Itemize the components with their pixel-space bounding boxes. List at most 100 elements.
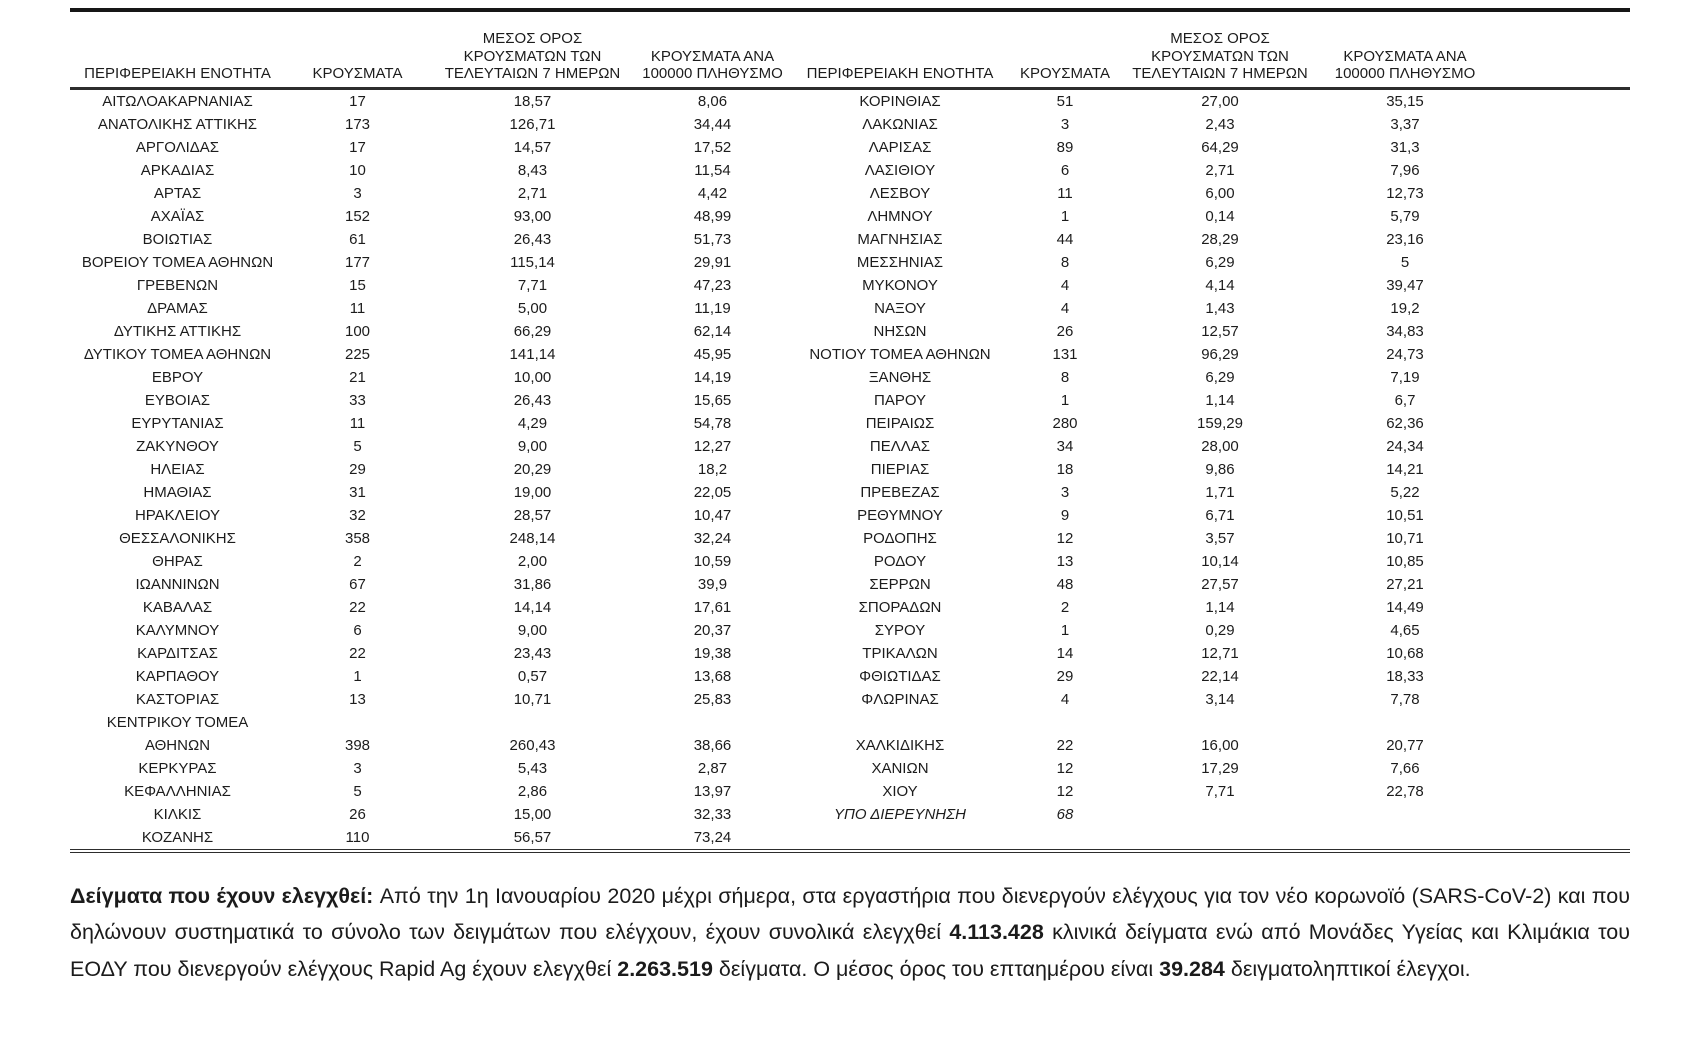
spacer-cell	[1490, 619, 1630, 642]
avg7-cell: 126,71	[509, 115, 556, 133]
avg7-cell: 56,57	[513, 828, 552, 846]
table-row: ΚΑΡΔΙΤΣΑΣ 22 23,43 19,38 ΤΡΙΚΑΛΩΝ 14 12,71 10,6…	[70, 642, 1630, 665]
avg7-cell: 28,00	[1201, 437, 1239, 455]
cases-cell: 6	[1060, 161, 1070, 179]
cases-cell: 61	[349, 230, 366, 248]
cases-cell: 3	[353, 759, 362, 777]
table-row: ΚΑΒΑΛΑΣ 22 14,14 17,61 ΣΠΟΡΑΔΩΝ 2 1,14 14,49	[70, 596, 1630, 619]
cases-cell: 4	[1060, 690, 1070, 708]
cases-cell: 26	[349, 805, 366, 823]
per100k-cell: 38,66	[693, 736, 732, 754]
cases-cell: 51	[1056, 92, 1074, 110]
spacer-cell	[1490, 412, 1630, 435]
cases-cell: 22	[1056, 736, 1074, 754]
cases-cell: 89	[1056, 138, 1074, 156]
per100k-cell: 7,78	[1390, 690, 1420, 708]
footer-bold-text: Δείγματα που έχουν ελεγχθεί:	[70, 883, 380, 908]
avg7-cell: 10,14	[1201, 552, 1239, 570]
per100k-cell: 32,24	[693, 529, 732, 547]
table-row: ΔΥΤΙΚΟΥ ΤΟΜΕΑ ΑΘΗΝΩΝ 225 141,14 45,95 ΝΟΤΙΟΥ…	[70, 343, 1630, 366]
per100k-cell: 23,16	[1386, 230, 1424, 248]
cases-cell: 3	[353, 184, 362, 202]
per100k-cell: 51,73	[693, 230, 732, 248]
per100k-cell: 17,61	[693, 598, 732, 616]
cases-cell: 22	[349, 644, 366, 662]
region-cell: ΕΒΡΟΥ	[151, 368, 204, 386]
avg7-cell: 8,43	[517, 161, 548, 179]
table-row: ΚΕΡΚΥΡΑΣ 3 5,43 2,87 ΧΑΝΙΩΝ 12 17,29 7,66	[70, 757, 1630, 780]
per100k-cell: 39,9	[697, 575, 728, 593]
table-row: ΑΘΗΝΩΝ 398 260,43 38,66 ΧΑΛΚΙΔΙΚΗΣ 22 16,00 20,…	[70, 734, 1630, 757]
per100k-cell: 19,2	[1390, 299, 1420, 317]
per100k-cell: 34,83	[1386, 322, 1424, 340]
per100k-cell: 8,06	[697, 92, 728, 110]
avg7-cell: 12,57	[1201, 322, 1239, 340]
region-cell: ΠΙΕΡΙΑΣ	[870, 460, 930, 478]
per100k-cell: 34,44	[693, 115, 732, 133]
cases-cell: 68	[1056, 805, 1074, 823]
region-cell: ΧΑΝΙΩΝ	[871, 759, 929, 777]
cases-cell: 11	[349, 414, 366, 432]
avg7-cell: 7,71	[517, 276, 548, 294]
region-cell: ΛΑΚΩΝΙΑΣ	[862, 115, 938, 133]
footer-paragraph: Δείγματα που έχουν ελεγχθεί: Από την 1η …	[70, 878, 1630, 988]
cases-cell: 44	[1056, 230, 1074, 248]
table-row: ΚΕΦΑΛΛΗΝΙΑΣ 5 2,86 13,97 ΧΙΟΥ 12 7,71 22,78	[70, 780, 1630, 803]
region-cell: ΝΑΞΟΥ	[874, 299, 926, 317]
table-row: ΒΟΡΕΙΟΥ ΤΟΜΕΑ ΑΘΗΝΩΝ 177 115,14 29,91 ΜΕΣΣΗΝ…	[70, 251, 1630, 274]
cases-cell: 17	[349, 92, 366, 110]
cases-cell: 1	[1060, 207, 1070, 225]
per100k-cell: 4,65	[1390, 621, 1420, 639]
footer-bold-text: 39.284	[1159, 956, 1225, 981]
per100k-cell: 14,49	[1386, 598, 1424, 616]
spacer-cell	[1490, 182, 1630, 205]
region-cell: ΚΟΡΙΝΘΙΑΣ	[859, 92, 941, 110]
region-cell: ΠΕΙΡΑΙΩΣ	[865, 414, 935, 432]
per100k-cell: 10,51	[1386, 506, 1424, 524]
region-header-left: ΠΕΡΙΦΕΡΕΙΑΚΗ ΕΝΟΤΗΤΑ	[70, 30, 285, 90]
region-cell: ΛΗΜΝΟΥ	[867, 207, 933, 225]
per100k-cell: 73,24	[693, 828, 732, 846]
cases-cell: 12	[1056, 759, 1074, 777]
region-cell: ΔΥΤΙΚΟΥ ΤΟΜΕΑ ΑΘΗΝΩΝ	[83, 345, 272, 363]
per100k-cell: 35,15	[1386, 92, 1424, 110]
spacer-cell	[1490, 297, 1630, 320]
region-header-right: ΠΕΡΙΦΕΡΕΙΑΚΗ ΕΝΟΤΗΤΑ	[790, 30, 1010, 90]
table-row: ΘΕΣΣΑΛΟΝΙΚΗΣ 358 248,14 32,24 ΡΟΔΟΠΗΣ 12 3,57 1…	[70, 527, 1630, 550]
avg7-cell: 64,29	[1201, 138, 1239, 156]
avg7-cell: 4,29	[517, 414, 548, 432]
region-cell: ΧΙΟΥ	[882, 782, 918, 800]
avg7-cell: 6,71	[1205, 506, 1235, 524]
region-cell: ΠΕΛΛΑΣ	[869, 437, 931, 455]
cases-cell: 3	[1060, 115, 1070, 133]
per100k-cell: 4,42	[697, 184, 728, 202]
region-cell: ΑΘΗΝΩΝ	[144, 736, 211, 754]
footer-text: κλινικά δείγματα ενώ από Μονάδες Υγείας …	[70, 920, 1630, 981]
spacer-cell	[1490, 711, 1630, 734]
avg7-cell: 2,43	[1205, 115, 1235, 133]
spacer-cell	[1490, 642, 1630, 665]
avg7-cell: 96,29	[1201, 345, 1239, 363]
region-cell: ΑΧΑΪΑΣ	[150, 207, 205, 225]
footer-text: Από την 1η Ιανουαρίου 2020 μέχρι σήμερα,…	[70, 883, 1631, 945]
per100k-cell: 14,21	[1386, 460, 1424, 478]
region-cell: ΦΛΩΡΙΝΑΣ	[861, 690, 939, 708]
spacer-cell	[1490, 205, 1630, 228]
region-cell: ΕΥΒΟΙΑΣ	[144, 391, 211, 409]
region-cell	[790, 711, 1010, 734]
cases-cell: 4	[1060, 299, 1070, 317]
avg7-cell: 27,00	[1201, 92, 1239, 110]
header-row: ΠΕΡΙΦΕΡΕΙΑΚΗ ΕΝΟΤΗΤΑ ΚΡΟΥΣΜΑΤΑ ΜΕΣΟΣ ΟΡΟ…	[70, 30, 1630, 90]
per100k-cell	[1320, 711, 1490, 734]
avg7-cell: 16,00	[1201, 736, 1239, 754]
per100k-cell: 22,78	[1386, 782, 1424, 800]
avg7-cell: 6,29	[1205, 253, 1235, 271]
region-cell: ΞΑΝΘΗΣ	[868, 368, 932, 386]
per100k-cell: 18,2	[697, 460, 728, 478]
avg7-cell: 0,14	[1205, 207, 1235, 225]
cases-cell: 3	[1060, 483, 1070, 501]
per100k-cell: 32,33	[693, 805, 732, 823]
spacer-cell	[1490, 113, 1630, 136]
per100k-cell: 19,38	[693, 644, 732, 662]
avg7-header-right: ΜΕΣΟΣ ΟΡΟΣ ΚΡΟΥΣΜΑΤΩΝ ΤΩΝ ΤΕΛΕΥΤΑΙΩΝ 7 Η…	[1120, 30, 1320, 90]
